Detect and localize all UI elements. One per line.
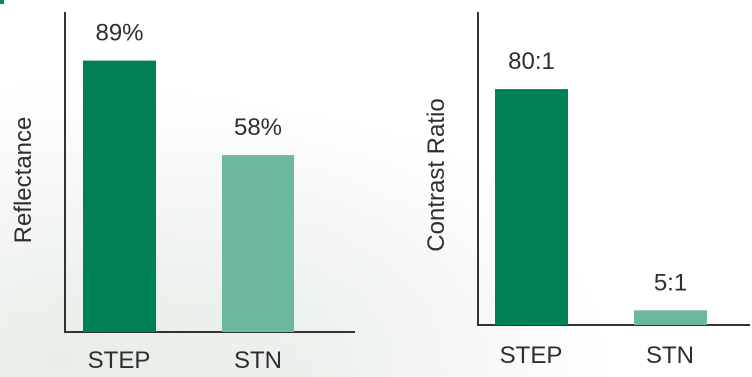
bar-reflectance-step bbox=[83, 60, 156, 332]
contrast-y-label: Contrast Ratio bbox=[423, 98, 450, 251]
tick-contrast-stn: STN bbox=[646, 342, 694, 369]
label-reflectance-step: 89% bbox=[95, 20, 143, 47]
corner-accent bbox=[0, 0, 4, 4]
reflectance-chart: Reflectance 89% 58% STEP STN bbox=[10, 12, 355, 374]
bar-contrast-step bbox=[495, 89, 568, 325]
tick-reflectance-stn: STN bbox=[234, 347, 282, 374]
label-contrast-stn: 5:1 bbox=[654, 269, 687, 296]
bar-reflectance-stn bbox=[222, 155, 294, 332]
bar-contrast-stn bbox=[634, 310, 707, 325]
contrast-ratio-chart: Contrast Ratio 80:1 5:1 STEP STN bbox=[423, 12, 750, 369]
reflectance-y-label: Reflectance bbox=[10, 117, 37, 244]
label-reflectance-stn: 58% bbox=[234, 114, 282, 141]
tick-contrast-step: STEP bbox=[500, 342, 563, 369]
tick-reflectance-step: STEP bbox=[88, 347, 151, 374]
label-contrast-step: 80:1 bbox=[508, 48, 555, 75]
